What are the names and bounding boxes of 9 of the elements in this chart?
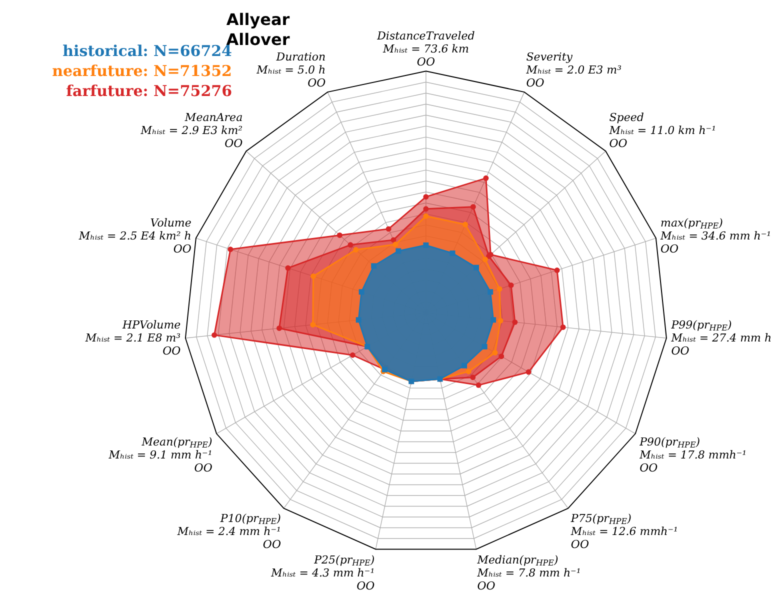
spoke-label: Volume Mₕᵢₛₜ = 2.5 E4 km² h OO [78, 216, 192, 256]
spoke-label: DistanceTraveled Mₕᵢₛₜ = 73.6 km OO [376, 29, 475, 68]
spoke-label: Duration Mₕᵢₛₜ = 5.0 h OO [256, 50, 326, 90]
spoke-label: MeanArea Mₕᵢₛₜ = 2.9 E3 km² OO [140, 110, 243, 150]
spoke-label: Speed Mₕᵢₛₜ = 11.0 km h⁻¹ OO [608, 110, 716, 150]
spoke-label: HPVolume Mₕᵢₛₜ = 2.1 E8 m³ OO [84, 318, 182, 358]
spoke-label: Severity Mₕᵢₛₜ = 2.0 E3 m³ OO [525, 50, 622, 90]
text: nearfuture: N=71352 [52, 62, 232, 80]
text: farfuture: N=75276 [66, 82, 232, 100]
